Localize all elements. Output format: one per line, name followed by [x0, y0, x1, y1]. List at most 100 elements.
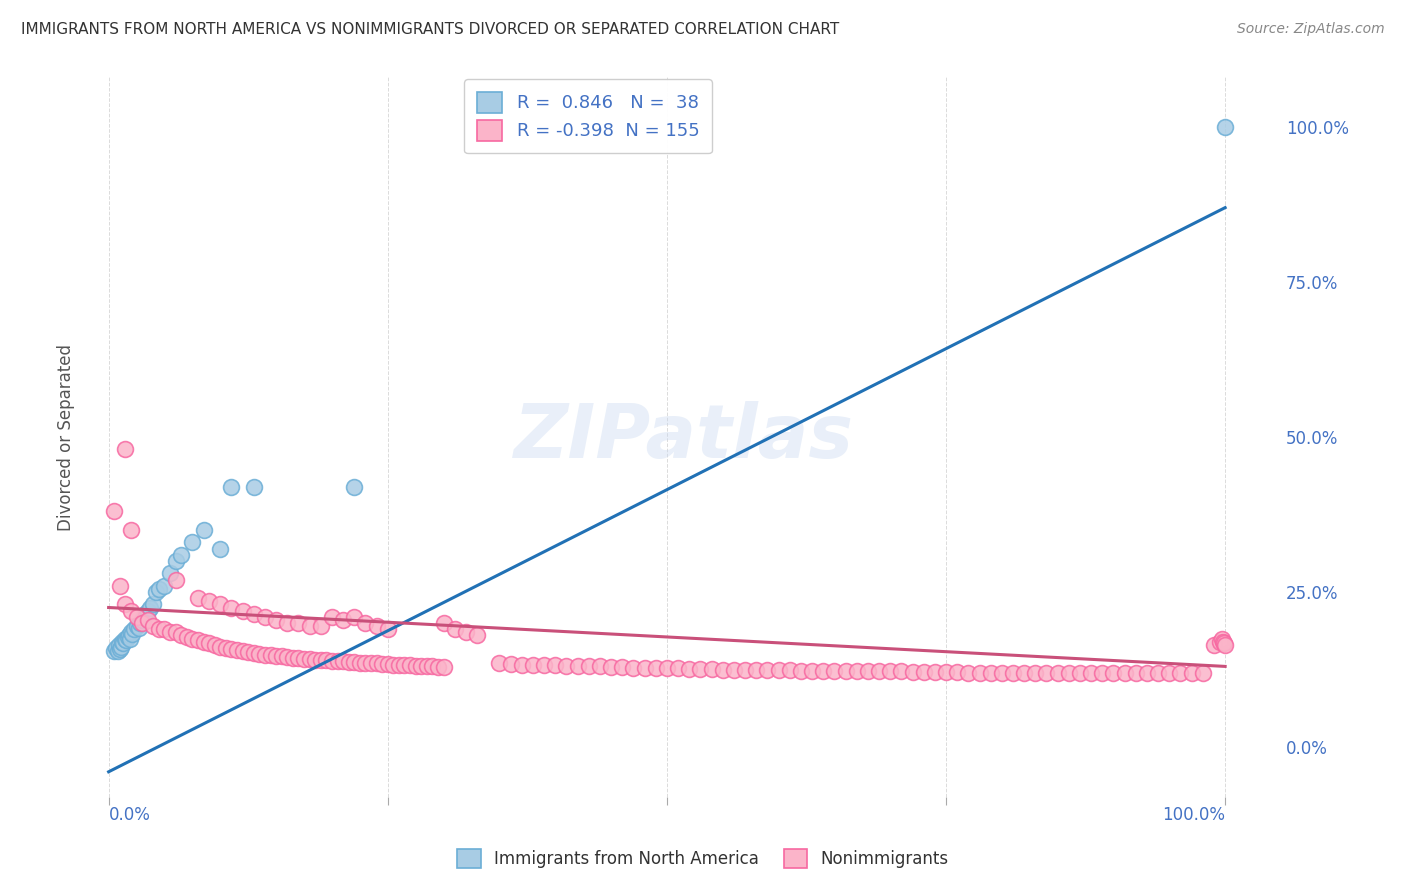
Point — [349, 656, 371, 670]
Point — [443, 622, 465, 636]
Point — [193, 634, 215, 648]
Text: IMMIGRANTS FROM NORTH AMERICA VS NONIMMIGRANTS DIVORCED OR SEPARATED CORRELATION: IMMIGRANTS FROM NORTH AMERICA VS NONIMMI… — [21, 22, 839, 37]
Point — [221, 600, 243, 615]
Point — [110, 640, 132, 654]
Point — [343, 655, 366, 669]
Point — [153, 622, 176, 636]
Point — [131, 615, 153, 630]
Point — [264, 613, 287, 627]
Point — [723, 663, 745, 677]
Legend: R =  0.846   N =  38, R = -0.398  N = 155: R = 0.846 N = 38, R = -0.398 N = 155 — [464, 79, 711, 153]
Point — [337, 655, 360, 669]
Point — [247, 647, 270, 661]
Point — [198, 636, 221, 650]
Point — [1114, 665, 1136, 680]
Legend: Immigrants from North America, Nonimmigrants: Immigrants from North America, Nonimmigr… — [451, 842, 955, 875]
Point — [343, 480, 366, 494]
Point — [488, 657, 510, 671]
Point — [108, 579, 131, 593]
Point — [321, 609, 343, 624]
Point — [499, 657, 522, 671]
Point — [187, 633, 209, 648]
Point — [432, 615, 454, 630]
Point — [856, 665, 879, 679]
Point — [232, 644, 254, 658]
Point — [304, 652, 326, 666]
Point — [134, 607, 156, 621]
Point — [181, 535, 204, 549]
Point — [366, 619, 388, 633]
Point — [159, 625, 181, 640]
Point — [371, 657, 394, 671]
Point — [868, 665, 890, 679]
Point — [991, 665, 1014, 680]
Point — [128, 615, 150, 630]
Point — [238, 645, 260, 659]
Point — [198, 594, 221, 608]
Point — [1213, 638, 1236, 652]
Point — [1012, 665, 1035, 680]
Point — [139, 600, 162, 615]
Point — [1147, 665, 1170, 680]
Point — [666, 661, 689, 675]
Point — [221, 480, 243, 494]
Point — [117, 630, 139, 644]
Point — [1125, 665, 1147, 680]
Point — [165, 573, 187, 587]
Point — [946, 665, 969, 679]
Text: Source: ZipAtlas.com: Source: ZipAtlas.com — [1237, 22, 1385, 37]
Point — [399, 658, 422, 673]
Point — [181, 632, 204, 646]
Point — [969, 665, 991, 680]
Point — [209, 541, 232, 556]
Point — [1181, 665, 1204, 680]
Point — [309, 619, 332, 633]
Point — [103, 504, 125, 518]
Point — [1057, 665, 1080, 680]
Point — [600, 660, 623, 674]
Point — [1046, 665, 1069, 680]
Point — [125, 609, 148, 624]
Point — [298, 619, 321, 633]
Point — [120, 604, 142, 618]
Point — [432, 660, 454, 674]
Point — [221, 642, 243, 657]
Point — [779, 663, 801, 677]
Point — [128, 621, 150, 635]
Point — [187, 591, 209, 606]
Point — [1213, 636, 1236, 650]
Point — [756, 663, 779, 677]
Point — [114, 598, 136, 612]
Point — [264, 648, 287, 663]
Point — [578, 659, 600, 673]
Point — [957, 665, 980, 680]
Point — [411, 658, 433, 673]
Point — [1208, 634, 1230, 648]
Point — [1069, 665, 1091, 680]
Point — [343, 609, 366, 624]
Point — [170, 628, 193, 642]
Point — [136, 604, 159, 618]
Point — [253, 648, 276, 662]
Point — [170, 548, 193, 562]
Point — [226, 642, 249, 657]
Point — [890, 665, 912, 679]
Point — [103, 644, 125, 658]
Point — [935, 665, 957, 679]
Point — [148, 582, 170, 596]
Point — [332, 655, 354, 669]
Point — [678, 662, 700, 676]
Point — [382, 657, 405, 672]
Point — [165, 554, 187, 568]
Point — [394, 658, 416, 673]
Point — [125, 619, 148, 633]
Point — [253, 609, 276, 624]
Point — [281, 650, 304, 665]
Point — [360, 657, 382, 671]
Point — [522, 657, 544, 672]
Point — [124, 622, 146, 636]
Point — [834, 665, 856, 679]
Point — [165, 625, 187, 640]
Point — [209, 640, 232, 654]
Point — [711, 663, 734, 677]
